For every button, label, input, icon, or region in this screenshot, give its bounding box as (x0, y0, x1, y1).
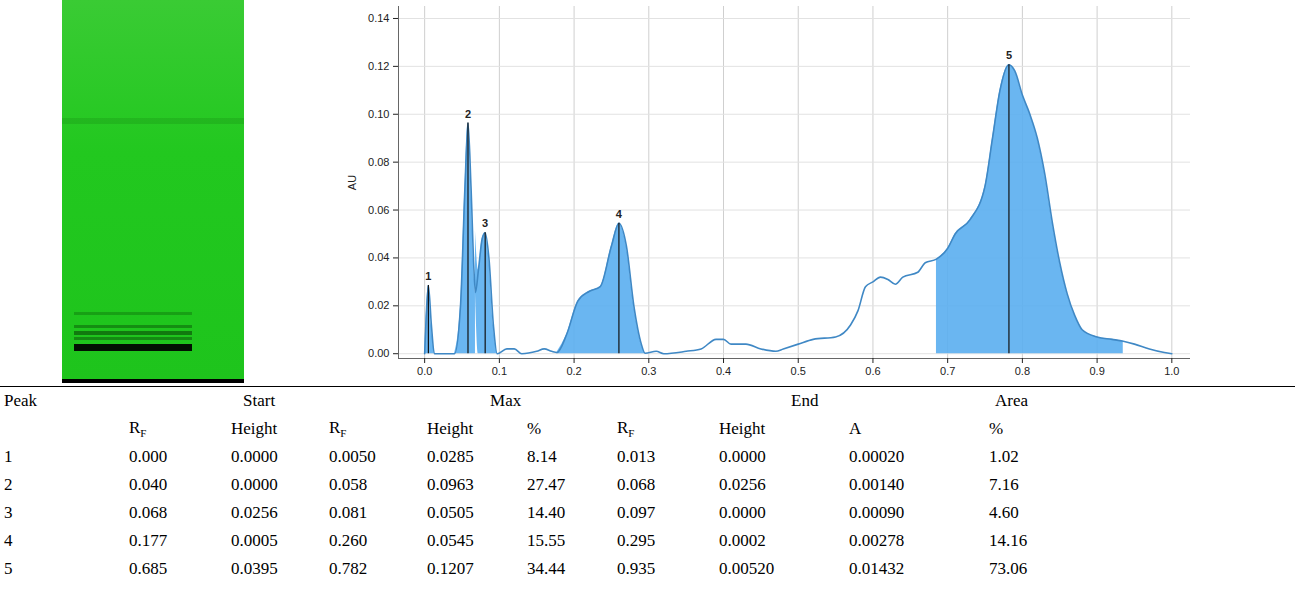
svg-text:AU: AU (346, 175, 358, 190)
svg-text:4: 4 (616, 208, 623, 220)
html-text:8.14: 8.14 (527, 447, 557, 466)
html-text:0.00520: 0.00520 (719, 559, 775, 578)
html-text:Area: Area (995, 391, 1029, 410)
svg-text:0.08: 0.08 (368, 156, 389, 168)
html-text:0.058: 0.058 (329, 475, 368, 494)
html-text:Height: Height (427, 419, 474, 438)
html-text:0.00090: 0.00090 (849, 503, 905, 522)
html-text:0.00278: 0.00278 (849, 531, 905, 550)
svg-text:2: 2 (465, 108, 471, 120)
html-text:1: 1 (4, 447, 13, 466)
html-text:0.0395: 0.0395 (231, 559, 278, 578)
html-text:0.0000: 0.0000 (719, 447, 766, 466)
html-text:0.0545: 0.0545 (427, 531, 474, 550)
svg-text:0.5: 0.5 (791, 365, 806, 377)
html-text:0.000: 0.000 (129, 447, 168, 466)
svg-text:0.14: 0.14 (368, 12, 389, 24)
html-text:14.16: 14.16 (989, 531, 1028, 550)
html-text:0.1207: 0.1207 (427, 559, 474, 578)
html-text:Start: Start (243, 391, 276, 410)
svg-text:0.6: 0.6 (865, 365, 880, 377)
svg-text:0.0: 0.0 (417, 365, 432, 377)
html-text:0.0256: 0.0256 (231, 503, 278, 522)
svg-text:0.02: 0.02 (368, 299, 389, 311)
html-text:0.0000: 0.0000 (231, 475, 278, 494)
svg-text:0.2: 0.2 (566, 365, 581, 377)
html-text:0.935: 0.935 (617, 559, 656, 578)
html-text:0.081: 0.081 (329, 503, 368, 522)
html-text:Height: Height (231, 419, 278, 438)
html-text:0.0050: 0.0050 (329, 447, 376, 466)
html-text:0.177: 0.177 (129, 531, 168, 550)
html-text:RF: RF (129, 418, 147, 440)
svg-text:3: 3 (482, 217, 488, 229)
html-text:0.0505: 0.0505 (427, 503, 474, 522)
html-text:Height: Height (719, 419, 766, 438)
html-text:0.0256: 0.0256 (719, 475, 766, 494)
html-text:14.40: 14.40 (527, 503, 566, 522)
html-text:0.782: 0.782 (329, 559, 368, 578)
svg-text:0.12: 0.12 (368, 60, 389, 72)
svg-text:1.0: 1.0 (1164, 365, 1179, 377)
svg-text:0.8: 0.8 (1015, 365, 1030, 377)
svg-text:0.1: 0.1 (492, 365, 507, 377)
html-text:0.0285: 0.0285 (427, 447, 474, 466)
html-text:0.0000: 0.0000 (719, 503, 766, 522)
html-text:0.685: 0.685 (129, 559, 168, 578)
html-text:4: 4 (4, 531, 13, 550)
html-text:0.068: 0.068 (129, 503, 168, 522)
svg-text:0.7: 0.7 (940, 365, 955, 377)
html-text:0.0002: 0.0002 (719, 531, 766, 550)
html-text:7.16: 7.16 (989, 475, 1019, 494)
html-text:34.44: 34.44 (527, 559, 566, 578)
svg-text:0.4: 0.4 (716, 365, 731, 377)
html-text:3: 3 (4, 503, 13, 522)
html-text:73.06: 73.06 (989, 559, 1028, 578)
html-text:0.0963: 0.0963 (427, 475, 474, 494)
svg-text:0.06: 0.06 (368, 204, 389, 216)
html-text:0.040: 0.040 (129, 475, 168, 494)
html-text:2: 2 (4, 475, 13, 494)
html-text:End: End (791, 391, 819, 410)
html-text:0.0000: 0.0000 (231, 447, 278, 466)
html-text:0.00140: 0.00140 (849, 475, 905, 494)
html-text:0.260: 0.260 (329, 531, 368, 550)
html-text:0.0005: 0.0005 (231, 531, 278, 550)
html-text:0.00020: 0.00020 (849, 447, 905, 466)
svg-text:0.04: 0.04 (368, 251, 389, 263)
html-text:0.013: 0.013 (617, 447, 656, 466)
html-text:Max: Max (490, 391, 522, 410)
html-text:1.02: 1.02 (989, 447, 1019, 466)
html-text:0.097: 0.097 (617, 503, 656, 522)
html-text:0.068: 0.068 (617, 475, 656, 494)
html-text:15.55: 15.55 (527, 531, 566, 550)
svg-text:0.00: 0.00 (368, 347, 389, 359)
svg-text:1: 1 (425, 270, 431, 282)
svg-text:0.10: 0.10 (368, 108, 389, 120)
svg-text:5: 5 (1006, 49, 1012, 61)
html-text:4.60: 4.60 (989, 503, 1019, 522)
svg-text:0.9: 0.9 (1089, 365, 1104, 377)
html-text:RF: RF (617, 418, 635, 440)
html-text:27.47: 27.47 (527, 475, 566, 494)
html-text:0.01432: 0.01432 (849, 559, 905, 578)
html-text:5: 5 (4, 559, 13, 578)
html-text:Peak: Peak (4, 391, 37, 410)
html-text:0.295: 0.295 (617, 531, 656, 550)
html-text:A: A (849, 419, 862, 438)
html-text:RF: RF (329, 418, 347, 440)
svg-text:0.3: 0.3 (641, 365, 656, 377)
